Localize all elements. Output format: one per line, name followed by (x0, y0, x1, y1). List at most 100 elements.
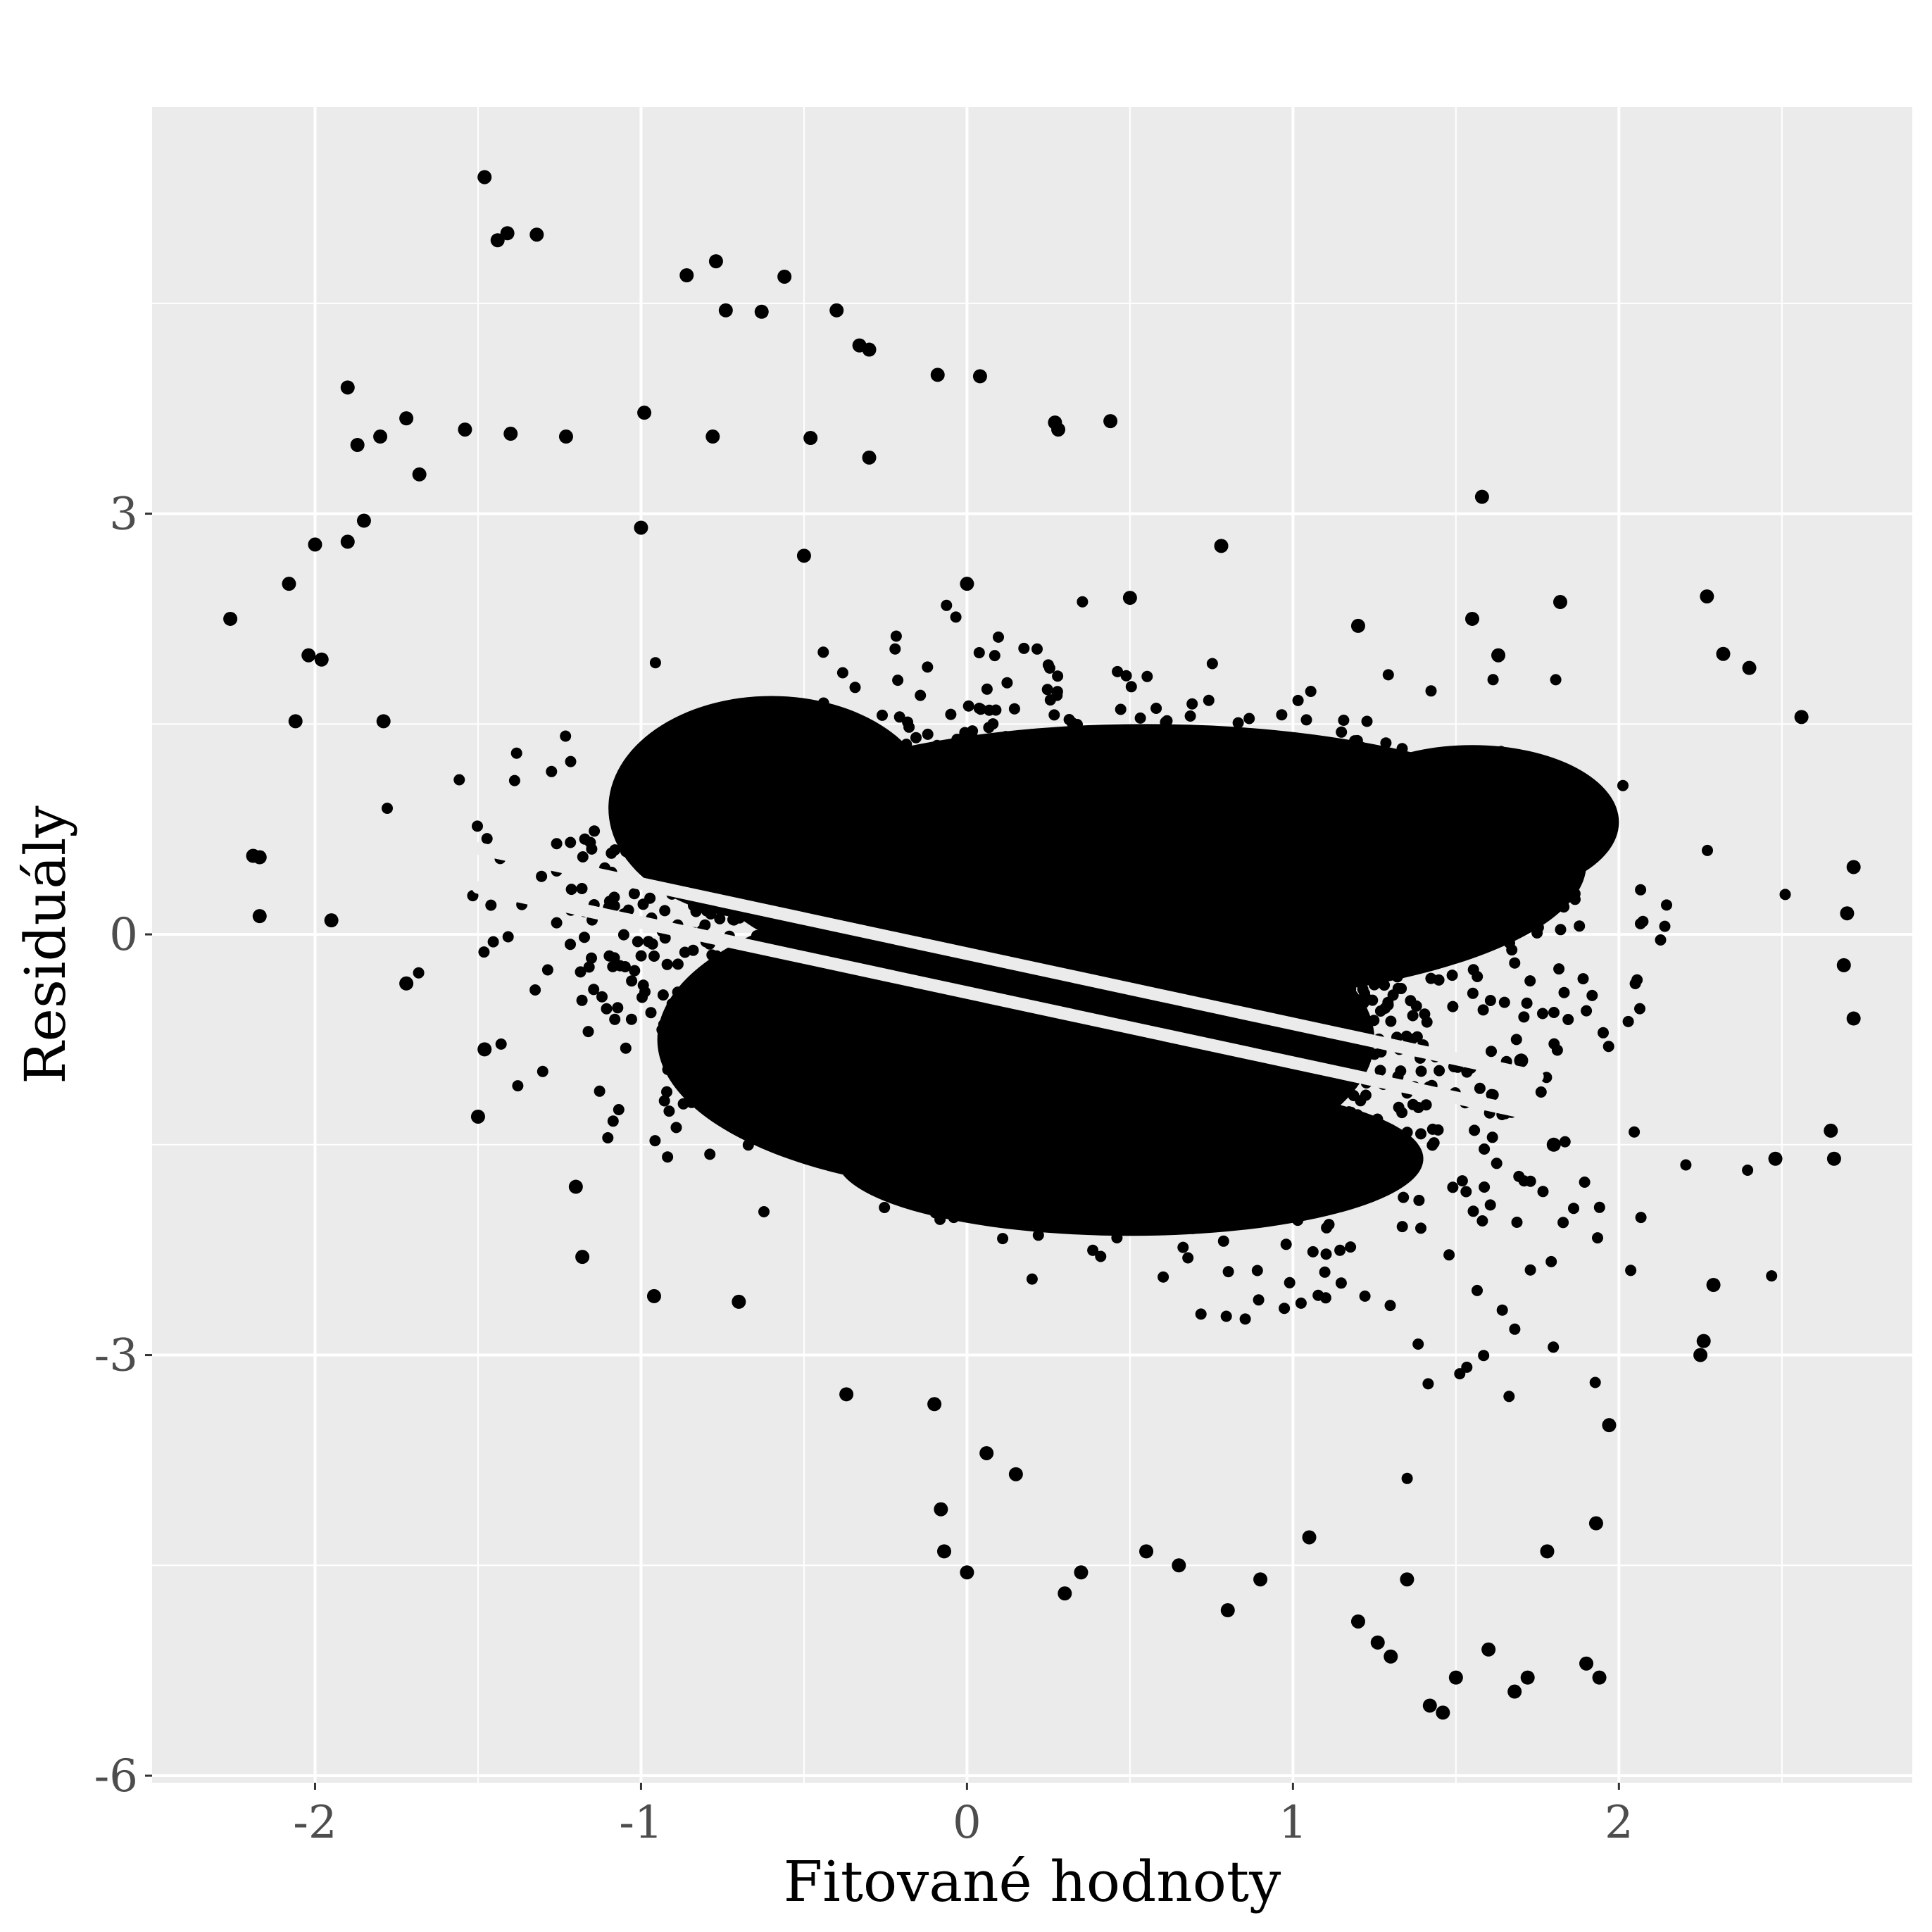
scatter-point (1310, 1006, 1322, 1018)
scatter-point (800, 1100, 812, 1112)
scatter-point (1349, 811, 1361, 823)
scatter-point (1166, 951, 1178, 963)
scatter-point (477, 1042, 492, 1057)
scatter-point (1509, 957, 1521, 969)
scatter-point (324, 913, 339, 928)
scatter-point (1396, 919, 1408, 931)
scatter-point (1276, 709, 1288, 721)
scatter-point (1330, 835, 1342, 846)
scatter-point (1521, 997, 1533, 1009)
scatter-point (1324, 1143, 1336, 1155)
scatter-point (997, 885, 1009, 897)
scatter-point (1063, 765, 1075, 777)
scatter-point (1060, 857, 1072, 869)
scatter-point (1053, 1148, 1065, 1160)
scatter-point (953, 885, 965, 897)
scatter-point (1079, 951, 1091, 963)
scatter-point (930, 368, 945, 382)
scatter-point (895, 962, 907, 974)
scatter-point (815, 997, 827, 1009)
scatter-point (1126, 956, 1138, 968)
scatter-point (1248, 868, 1260, 880)
scatter-point (786, 1127, 798, 1139)
scatter-point (987, 1146, 999, 1158)
scatter-point (879, 1202, 891, 1213)
scatter-point (1209, 933, 1220, 945)
scatter-point (1487, 674, 1499, 686)
scatter-point (1345, 1241, 1357, 1253)
scatter-point (1050, 1134, 1062, 1146)
scatter-point (1098, 745, 1110, 757)
scatter-point (1374, 1005, 1386, 1017)
scatter-point (950, 611, 962, 623)
scatter-point (1391, 804, 1403, 816)
scatter-point (546, 765, 558, 777)
scatter-point (1148, 1222, 1160, 1234)
scatter-point (529, 227, 544, 242)
scatter-point (541, 964, 553, 976)
scatter-point (1241, 1213, 1253, 1225)
scatter-point (710, 882, 722, 893)
scatter-point (1129, 1097, 1141, 1109)
scatter-point (1529, 878, 1541, 890)
scatter-point (1455, 932, 1466, 944)
scatter-point (868, 867, 879, 879)
scatter-point (836, 882, 848, 893)
scatter-point (906, 850, 918, 862)
scatter-point (941, 832, 953, 844)
scatter-point (1221, 1096, 1233, 1108)
scatter-point (767, 1013, 779, 1025)
scatter-point (871, 884, 883, 896)
scatter-point (1281, 1103, 1293, 1115)
scatter-point (1318, 953, 1330, 965)
scatter-point (635, 950, 647, 962)
scatter-point (1702, 844, 1713, 856)
scatter-point (1298, 1075, 1310, 1087)
scatter-point (1084, 1211, 1096, 1222)
scatter-point (282, 577, 296, 591)
scatter-point (1158, 732, 1170, 744)
scatter-point (1266, 973, 1278, 985)
scatter-point (767, 1000, 779, 1012)
scatter-point (1001, 1072, 1013, 1084)
scatter-point (1087, 1244, 1099, 1256)
scatter-point (1190, 870, 1202, 882)
scatter-point (661, 958, 673, 970)
scatter-point (1103, 801, 1115, 813)
scatter-point (836, 667, 848, 679)
scatter-point (739, 793, 751, 805)
scatter-point (1018, 779, 1030, 791)
scatter-point (858, 827, 870, 839)
scatter-point (689, 754, 701, 766)
scatter-point (1350, 1614, 1365, 1629)
scatter-point (1420, 1099, 1432, 1111)
scatter-point (801, 876, 813, 888)
scatter-point (1065, 1061, 1077, 1073)
scatter-point (843, 938, 855, 950)
scatter-point (1376, 892, 1387, 904)
scatter-point (1018, 1060, 1030, 1072)
scatter-point (1010, 896, 1022, 908)
scatter-point (1348, 1048, 1360, 1060)
scatter-point (1217, 1235, 1229, 1247)
scatter-point (965, 1141, 977, 1153)
scatter-point (1415, 1222, 1426, 1234)
scatter-point (753, 970, 765, 982)
scatter-point (820, 1084, 832, 1096)
scatter-point (1160, 1217, 1172, 1229)
scatter-point (1457, 784, 1469, 796)
scatter-point (677, 1098, 689, 1110)
scatter-point (1546, 1137, 1561, 1152)
scatter-point (1067, 882, 1079, 894)
scatter-point (1222, 1266, 1234, 1278)
scatter-point (1130, 815, 1141, 827)
gap-bands (472, 842, 1544, 1122)
scatter-point (1330, 983, 1341, 995)
scatter-point (1206, 658, 1218, 670)
scatter-point (826, 739, 838, 751)
scatter-point (1511, 1217, 1523, 1228)
scatter-point (1288, 1167, 1300, 1178)
scatter-point (979, 821, 991, 833)
scatter-point (723, 761, 735, 772)
y-tick-label: 0 (109, 909, 138, 961)
